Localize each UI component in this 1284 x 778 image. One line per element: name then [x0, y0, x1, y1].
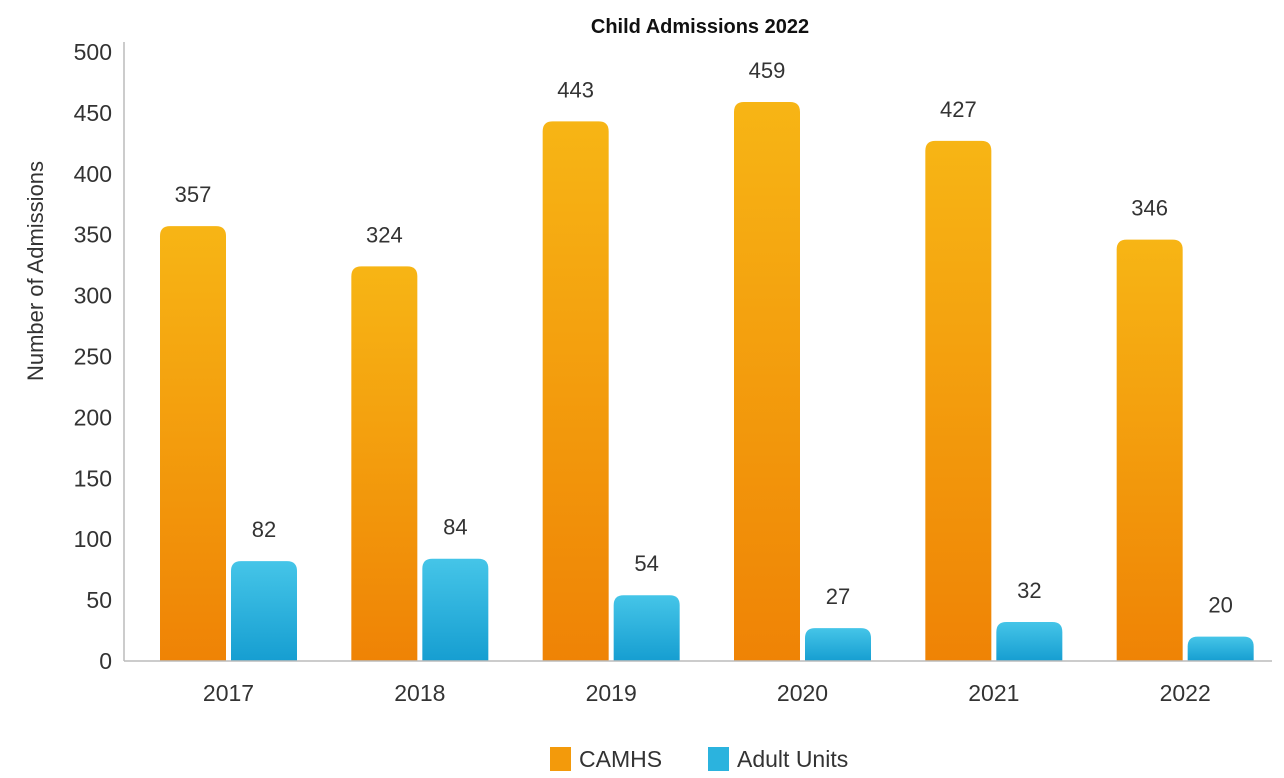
bar-adult-units-2019 — [613, 595, 680, 661]
data-label-camhs-2019: 443 — [557, 77, 594, 102]
chart-title: Child Admissions 2022 — [591, 16, 809, 38]
legend-swatch-camhs — [550, 747, 571, 771]
legend-label-camhs: CAMHS — [579, 746, 662, 772]
y-axis-label: Number of Admissions — [23, 161, 48, 381]
y-tick-label: 200 — [74, 404, 112, 430]
y-tick-label: 300 — [74, 283, 112, 309]
legend-swatch-adult-units — [708, 747, 729, 771]
bar-camhs-2022 — [1116, 239, 1183, 661]
legend: CAMHS Adult Units — [550, 746, 848, 772]
data-label-adult-units-2019: 54 — [634, 551, 658, 576]
bar-adult-units-2021 — [996, 622, 1063, 661]
x-tick-label: 2018 — [394, 680, 445, 706]
y-tick-label: 350 — [74, 222, 112, 248]
y-tick-label: 150 — [74, 465, 112, 491]
x-tick-label: 2017 — [203, 680, 254, 706]
bar-camhs-2020 — [734, 101, 800, 662]
y-axis-ticks: 0 50 100 150 200 250 300 350 400 450 500 — [74, 39, 112, 674]
y-tick-label: 250 — [74, 344, 112, 370]
legend-item-camhs: CAMHS — [550, 746, 662, 772]
y-tick-label: 400 — [74, 161, 112, 187]
bar-camhs-2017 — [160, 226, 226, 661]
y-tick-label: 500 — [74, 39, 112, 65]
bar-adult-units-2020 — [805, 628, 871, 661]
data-label-camhs-2021: 427 — [940, 97, 977, 122]
bar-camhs-2018 — [351, 266, 418, 661]
data-label-camhs-2020: 459 — [749, 58, 786, 83]
bar-adult-units-2022 — [1187, 636, 1254, 661]
y-tick-label: 100 — [74, 526, 112, 552]
x-tick-label: 2021 — [968, 680, 1019, 706]
bar-adult-units-2018 — [422, 558, 489, 661]
data-label-adult-units-2022: 20 — [1208, 593, 1232, 618]
x-tick-label: 2019 — [586, 680, 637, 706]
bar-camhs-2019 — [542, 121, 609, 661]
legend-label-adult-units: Adult Units — [737, 746, 848, 772]
data-label-camhs-2017: 357 — [175, 182, 212, 207]
y-tick-label: 0 — [99, 648, 112, 674]
data-label-adult-units-2017: 82 — [252, 517, 276, 542]
data-label-adult-units-2021: 32 — [1017, 578, 1041, 603]
x-tick-label: 2022 — [1160, 680, 1211, 706]
y-tick-label: 450 — [74, 100, 112, 126]
x-tick-label: 2020 — [777, 680, 828, 706]
data-label-camhs-2018: 324 — [366, 222, 403, 247]
bar-camhs-2021 — [925, 140, 992, 661]
bars-group: 357 82 324 84 443 54 459 27 427 32 346 20 — [160, 58, 1254, 662]
data-label-adult-units-2020: 27 — [826, 584, 850, 609]
y-tick-label: 50 — [86, 587, 112, 613]
x-axis-ticks: 2017 2018 2019 2020 2021 2022 — [203, 680, 1211, 706]
data-label-camhs-2022: 346 — [1131, 196, 1168, 221]
bar-adult-units-2017 — [231, 561, 297, 661]
legend-item-adult-units: Adult Units — [708, 746, 848, 772]
data-label-adult-units-2018: 84 — [443, 515, 467, 540]
